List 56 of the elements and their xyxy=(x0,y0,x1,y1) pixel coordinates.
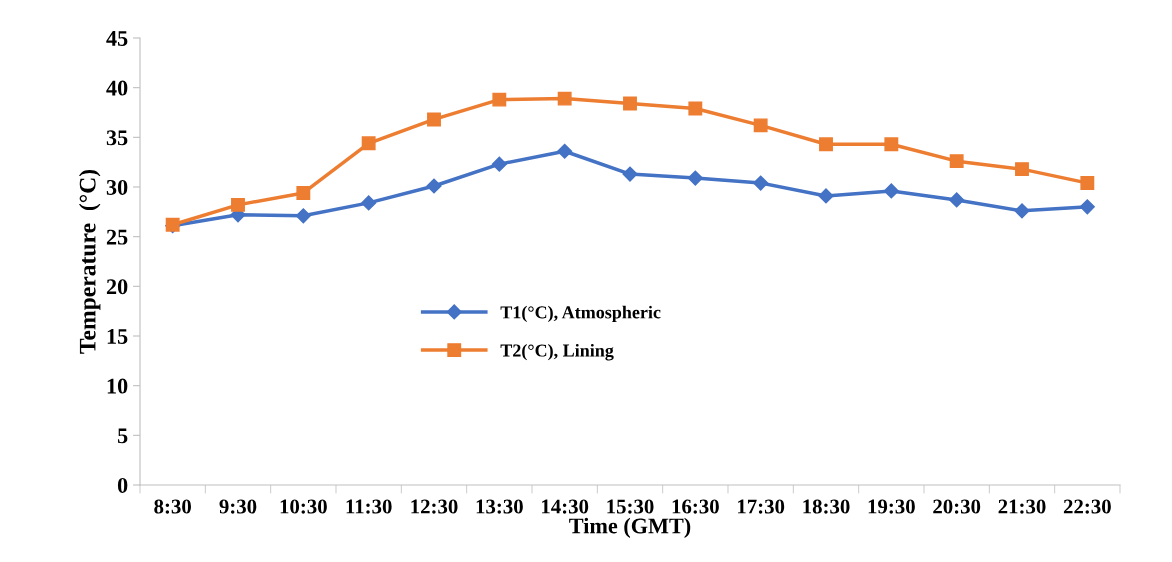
y-tick-label: 35 xyxy=(106,130,128,146)
x-tick-label: 8:30 xyxy=(154,499,191,514)
y-tick-label: 0 xyxy=(117,477,128,493)
y-tick-label: 5 xyxy=(117,428,128,444)
point xyxy=(295,208,311,224)
x-tick-label: 15:30 xyxy=(607,499,654,514)
x-tick-label: 19:30 xyxy=(868,499,915,514)
point xyxy=(687,170,703,186)
point xyxy=(818,188,834,204)
point xyxy=(753,175,769,191)
x-axis-title: Time (GMT) xyxy=(569,517,691,538)
x-tick-label: 18:30 xyxy=(803,499,850,514)
y-tick-label: 40 xyxy=(106,80,128,96)
y-axis-title: Temperature (°C) xyxy=(79,169,101,354)
point xyxy=(688,101,703,116)
point xyxy=(1015,162,1029,177)
point xyxy=(491,156,507,172)
legend-label: T2(°C), Lining xyxy=(500,343,614,361)
point xyxy=(1080,176,1095,190)
point xyxy=(819,137,833,152)
x-tick-label: 16:30 xyxy=(672,499,719,514)
point xyxy=(623,96,637,111)
point xyxy=(1079,199,1095,215)
y-tick-label: 20 xyxy=(106,279,128,295)
x-tick-label: 10:30 xyxy=(280,499,327,514)
y-tick-label: 30 xyxy=(106,179,128,195)
y-tick-label: 10 xyxy=(107,378,128,394)
point xyxy=(361,136,376,151)
point xyxy=(426,178,442,194)
x-tick-label: 9:30 xyxy=(219,499,257,514)
point xyxy=(361,195,377,211)
point xyxy=(884,137,899,152)
point xyxy=(949,192,965,208)
point xyxy=(231,197,245,212)
y-tick-label: 15 xyxy=(107,329,128,344)
x-tick-label: 20:30 xyxy=(933,499,981,514)
x-tick-label: 11:30 xyxy=(346,499,392,514)
x-tick-label: 14:30 xyxy=(542,499,589,514)
point xyxy=(557,143,573,159)
y-tick-label: 45 xyxy=(106,31,128,46)
point xyxy=(492,92,507,107)
x-tick-label: 21:30 xyxy=(998,499,1046,514)
x-tick-label: 13:30 xyxy=(476,499,523,514)
point xyxy=(753,118,768,133)
point xyxy=(557,91,572,106)
point xyxy=(622,166,638,182)
point xyxy=(949,154,964,169)
point xyxy=(296,186,311,200)
x-tick-label: 17:30 xyxy=(738,499,785,514)
legend-label: T1(°C), Atmospheric xyxy=(500,305,661,323)
x-tick-label: 12:30 xyxy=(411,499,458,514)
point xyxy=(1014,203,1030,219)
point xyxy=(427,112,441,127)
point xyxy=(883,183,899,199)
x-tick-label: 22:30 xyxy=(1063,499,1111,514)
y-tick-label: 25 xyxy=(106,229,128,245)
